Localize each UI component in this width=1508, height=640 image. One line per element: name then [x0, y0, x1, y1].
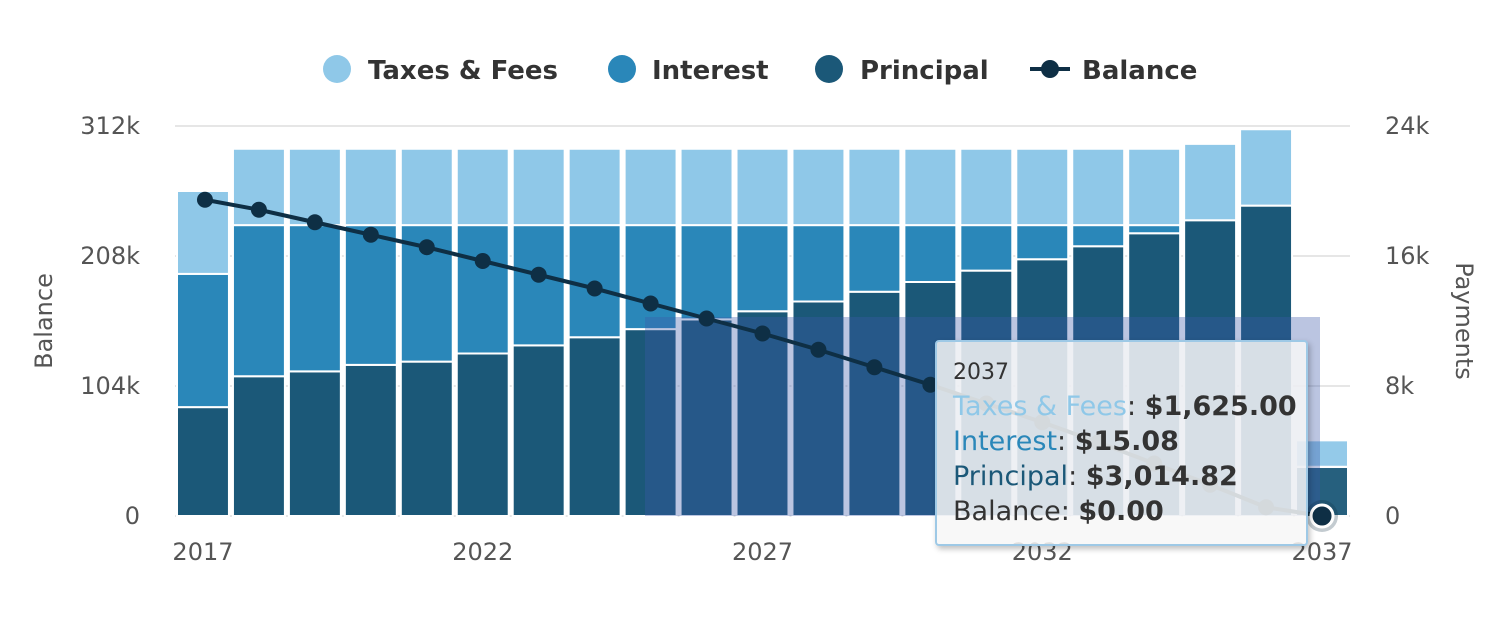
bar-segment-interest: [959, 224, 1014, 272]
bar-segment-taxes-fees: [1015, 147, 1070, 227]
tooltip-header: 2037: [953, 360, 1009, 385]
balance-point: [306, 214, 323, 231]
bar-segment-taxes-fees: [847, 147, 902, 227]
x-tick-label: 2017: [172, 538, 233, 566]
tooltip-label-interest: Interest: [953, 426, 1058, 457]
y-left-tick-label: 0: [125, 502, 140, 530]
bar-segment-interest: [1071, 224, 1126, 248]
bar-segment-interest: [287, 224, 342, 373]
bar-segment-taxes-fees: [623, 147, 678, 227]
balance-point: [250, 201, 267, 218]
tooltip-label-principal: Principal: [953, 461, 1069, 492]
balance-point: [810, 341, 827, 358]
legend-label: Balance: [1082, 56, 1197, 86]
bar-segment-principal: [847, 290, 902, 517]
y-right-tick-label: 8k: [1385, 372, 1414, 400]
legend-marker-interest: [608, 55, 636, 83]
bar-segment-principal: [679, 318, 734, 517]
balance-point: [418, 239, 435, 256]
balance-point: [474, 253, 491, 269]
bar-segment-interest: [343, 224, 398, 366]
bar-segment-taxes-fees: [455, 147, 510, 227]
bar-segment-principal: [399, 360, 454, 517]
balance-point: [1309, 503, 1335, 529]
y-left-axis-title: Balance: [30, 273, 58, 369]
legend-label: Principal: [860, 56, 989, 86]
balance-point: [698, 310, 715, 327]
balance-point: [530, 266, 547, 283]
tooltip-row-interest: Interest: $15.08: [953, 426, 1179, 457]
x-tick-label: 2027: [732, 538, 793, 566]
y-right-tick-label: 0: [1385, 502, 1400, 530]
tooltip-row-principal: Principal: $3,014.82: [953, 461, 1238, 492]
bar-segment-taxes-fees: [567, 147, 622, 227]
chart-tooltip: 2037 Taxes & Fees: $1,625.00 Interest: $…: [935, 340, 1308, 546]
tooltip-value-taxes: $1,625.00: [1144, 391, 1297, 422]
y-left-tick-label: 312k: [80, 112, 140, 140]
bar-segment-principal: [511, 344, 566, 517]
bar-segment-taxes-fees: [1183, 142, 1238, 222]
bar-segment-taxes-fees: [735, 147, 790, 227]
bar-segment-taxes-fees: [791, 147, 846, 227]
bar-segment-interest: [791, 224, 846, 303]
bar-segment-principal: [791, 300, 846, 517]
tooltip-value-interest: $15.08: [1074, 426, 1179, 457]
bar-segment-interest: [176, 272, 230, 409]
y-left-tick-label: 208k: [80, 242, 140, 270]
bar-segment-taxes-fees: [287, 147, 342, 227]
bar-segment-principal: [567, 336, 622, 517]
balance-point: [586, 280, 603, 297]
x-tick-label: 2022: [452, 538, 513, 566]
bar-segment-principal: [455, 352, 510, 517]
bar-segment-taxes-fees: [1239, 128, 1294, 207]
bar-segment-principal: [623, 328, 678, 517]
bar-segment-interest: [1015, 224, 1070, 261]
bar-segment-principal: [176, 406, 230, 517]
legend-marker-taxes-fees: [323, 55, 351, 83]
bar-segment-taxes-fees: [511, 147, 566, 227]
bar-segment-interest: [511, 224, 566, 347]
balance-point: [196, 191, 213, 208]
bar-segment-principal: [231, 375, 286, 517]
bar-segment-interest: [679, 224, 734, 321]
bar-segment-interest: [847, 224, 902, 293]
bar-segment-interest: [903, 224, 958, 283]
tooltip-row-balance: Balance: $0.00: [953, 496, 1164, 527]
bar-segment-taxes-fees: [959, 147, 1014, 227]
legend-marker-balance: [1041, 60, 1059, 78]
legend-marker-principal: [815, 55, 843, 83]
tooltip-row-taxes: Taxes & Fees: $1,625.00: [953, 391, 1297, 422]
balance-point: [922, 376, 939, 393]
balance-point: [866, 359, 883, 376]
y-right-tick-label: 24k: [1385, 112, 1430, 140]
tooltip-value-balance: $0.00: [1078, 496, 1164, 527]
bar-segment-taxes-fees: [903, 147, 958, 227]
balance-point: [754, 325, 771, 342]
bar-segment-taxes-fees: [399, 147, 454, 227]
bar-segment-principal: [287, 370, 342, 517]
legend-label: Interest: [652, 56, 769, 86]
bar-segment-interest: [735, 224, 790, 313]
bar-segment-interest: [1127, 224, 1182, 235]
y-right-tick-label: 16k: [1385, 242, 1430, 270]
balance-point: [362, 226, 379, 243]
balance-point: [642, 295, 659, 312]
legend-label: Taxes & Fees: [368, 56, 558, 86]
bar-segment-principal: [343, 363, 398, 517]
tooltip-label-taxes: Taxes & Fees: [953, 391, 1127, 422]
tooltip-value-principal: $3,014.82: [1085, 461, 1238, 492]
bar-segment-interest: [455, 224, 510, 355]
bar-segment-interest: [231, 224, 286, 378]
bar-segment-taxes-fees: [1127, 147, 1182, 227]
tooltip-label-balance: Balance: [953, 496, 1061, 527]
bar-segment-taxes-fees: [343, 147, 398, 227]
y-left-tick-label: 104k: [80, 372, 140, 400]
bar-segment-taxes-fees: [1071, 147, 1126, 227]
y-right-axis-title: Payments: [1450, 262, 1478, 380]
bar-segment-taxes-fees: [679, 147, 734, 227]
bar-segment-interest: [623, 224, 678, 331]
